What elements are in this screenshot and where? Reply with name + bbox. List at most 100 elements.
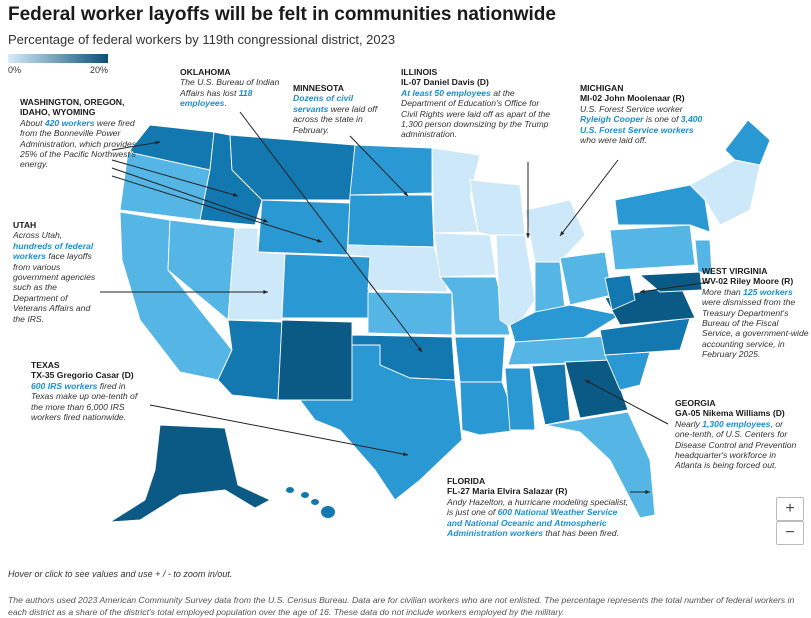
- leader-arrow: [263, 290, 268, 294]
- interaction-hint: Hover or click to see values and use + /…: [8, 569, 233, 579]
- state-alaska[interactable]: [109, 424, 272, 523]
- annotation-highlight: 125 workers: [743, 286, 793, 297]
- annotation-heading: FLORIDA: [447, 476, 486, 486]
- annotation-subheading: FL-27 Maria Elvira Salazar (R): [447, 486, 568, 497]
- annotation-michigan: MICHIGAN MI-02 John Moolenaar (R) U.S. F…: [580, 83, 705, 145]
- leader-lines: [100, 111, 711, 494]
- annotation-illinois: ILLINOIS IL-07 Daniel Davis (D) At least…: [401, 67, 556, 140]
- leader-arrow: [645, 490, 650, 494]
- state-wyoming[interactable]: [257, 199, 351, 256]
- state-north-dakota[interactable]: [349, 144, 433, 196]
- state-maryland[interactable]: [638, 271, 703, 293]
- state-west-virginia[interactable]: [604, 274, 636, 311]
- leader-line: [111, 167, 269, 223]
- annotation-oklahoma: OKLAHOMA The U.S. Bureau of Indian Affai…: [180, 67, 280, 109]
- leader-line: [111, 175, 323, 243]
- state-new-mexico[interactable]: [277, 319, 353, 401]
- state-indiana[interactable]: [534, 261, 566, 313]
- state-minnesota[interactable]: [431, 147, 481, 234]
- annotation-subheading: WV-02 Riley Moore (R): [702, 276, 794, 287]
- leader-line: [149, 404, 409, 456]
- hawaii-island[interactable]: [301, 492, 309, 498]
- state-north-carolina[interactable]: [599, 317, 691, 356]
- annotation-highlight: 118 employees: [180, 87, 253, 109]
- annotation-heading: OKLAHOMA: [180, 67, 231, 77]
- state-pennsylvania[interactable]: [609, 224, 696, 271]
- state-missouri[interactable]: [439, 276, 511, 336]
- state-louisiana[interactable]: [459, 381, 521, 436]
- state-arizona[interactable]: [217, 319, 283, 401]
- state-wisconsin[interactable]: [469, 179, 526, 236]
- zoom-in-button[interactable]: +: [776, 497, 804, 521]
- annotation-heading: MICHIGAN: [580, 83, 624, 93]
- state-mississippi[interactable]: [504, 367, 536, 431]
- legend-min-label: 0%: [8, 65, 22, 75]
- leader-line: [111, 141, 161, 151]
- leader-arrow: [417, 347, 422, 352]
- state-arkansas[interactable]: [454, 336, 506, 383]
- leader-arrow: [403, 191, 408, 196]
- hawaii-island[interactable]: [286, 487, 294, 493]
- state-kansas[interactable]: [367, 291, 453, 336]
- annotation-highlight: 420 workers: [44, 117, 95, 128]
- hawaii-island[interactable]: [311, 499, 319, 505]
- page-subtitle: Percentage of federal workers by 119th c…: [8, 32, 396, 47]
- annotation-highlight: Ryleigh Cooper: [580, 114, 644, 125]
- hawaii-shape[interactable]: [286, 487, 335, 518]
- state-new-jersey[interactable]: [694, 239, 713, 276]
- leader-line: [111, 159, 239, 197]
- legend-max-label: 20%: [89, 65, 108, 75]
- state-alabama[interactable]: [531, 363, 571, 426]
- state-new-york[interactable]: [614, 184, 711, 233]
- annotation-subheading: MI-02 John Moolenaar (R): [580, 93, 685, 104]
- annotation-heading: MINNESOTA: [293, 83, 344, 93]
- state-georgia[interactable]: [564, 359, 629, 419]
- annotation-heading: UTAH: [13, 220, 37, 230]
- alaska-shape[interactable]: [109, 424, 272, 523]
- annotation-heading: WASHINGTON, OREGON, IDAHO, WYOMING: [20, 97, 125, 118]
- leader-line: [349, 135, 409, 197]
- annotation-florida: FLORIDA FL-27 Maria Elvira Salazar (R) A…: [447, 476, 632, 538]
- footnote: The authors used 2023 American Community…: [8, 595, 795, 617]
- state-montana[interactable]: [229, 134, 356, 201]
- leader-line: [559, 159, 619, 237]
- state-illinois[interactable]: [495, 234, 536, 331]
- state-shapes[interactable]: [119, 119, 771, 519]
- hawaii-island[interactable]: [321, 506, 335, 518]
- leader-arrow: [526, 233, 530, 238]
- leader-arrow: [585, 380, 590, 384]
- annotation-heading: ILLINOIS: [401, 67, 438, 77]
- annotation-subheading: IL-07 Daniel Davis (D): [401, 77, 489, 88]
- state-colorado[interactable]: [281, 253, 371, 319]
- leader-arrow: [155, 140, 160, 145]
- annotation-west-virginia: WEST VIRGINIA WV-02 Riley Moore (R) More…: [702, 266, 809, 360]
- annotation-highlight: At least 50 employees: [401, 87, 491, 98]
- leader-arrow: [317, 238, 322, 243]
- leader-line: [239, 111, 423, 353]
- leader-arrow: [640, 289, 645, 294]
- leader-arrow: [560, 231, 565, 236]
- annotation-georgia: GEORGIA GA-05 Nikema Williams (D) Nearly…: [675, 398, 800, 471]
- state-south-dakota[interactable]: [347, 194, 435, 248]
- annotation-highlight: 1,300 employees: [702, 418, 771, 429]
- state-michigan[interactable]: [524, 199, 586, 263]
- zoom-out-button[interactable]: −: [776, 521, 804, 545]
- leader-arrow: [233, 192, 238, 197]
- annotation-heading: TEXAS: [31, 360, 60, 370]
- annotation-washington: WASHINGTON, OREGON, IDAHO, WYOMING About…: [20, 97, 137, 170]
- annotation-highlight: 600 National Weather Service and Nationa…: [447, 507, 618, 539]
- state-florida[interactable]: [544, 411, 656, 519]
- state-ohio[interactable]: [559, 251, 613, 306]
- leader-arrow: [263, 218, 268, 223]
- state-iowa[interactable]: [433, 232, 497, 278]
- annotation-highlight-2: 3,400 U.S. Forest Service workers: [580, 114, 703, 135]
- color-legend: 0% 20%: [8, 54, 108, 75]
- page-title: Federal worker layoffs will be felt in c…: [8, 4, 556, 25]
- annotation-utah: UTAH Across Utah, hundreds of federal wo…: [13, 220, 98, 324]
- state-maine[interactable]: [724, 119, 771, 166]
- state-nebraska[interactable]: [346, 244, 449, 293]
- state-texas[interactable]: [299, 344, 463, 501]
- annotation-texas: TEXAS TX-35 Gregorio Casar (D) 600 IRS w…: [31, 360, 149, 422]
- leader-line: [584, 379, 669, 425]
